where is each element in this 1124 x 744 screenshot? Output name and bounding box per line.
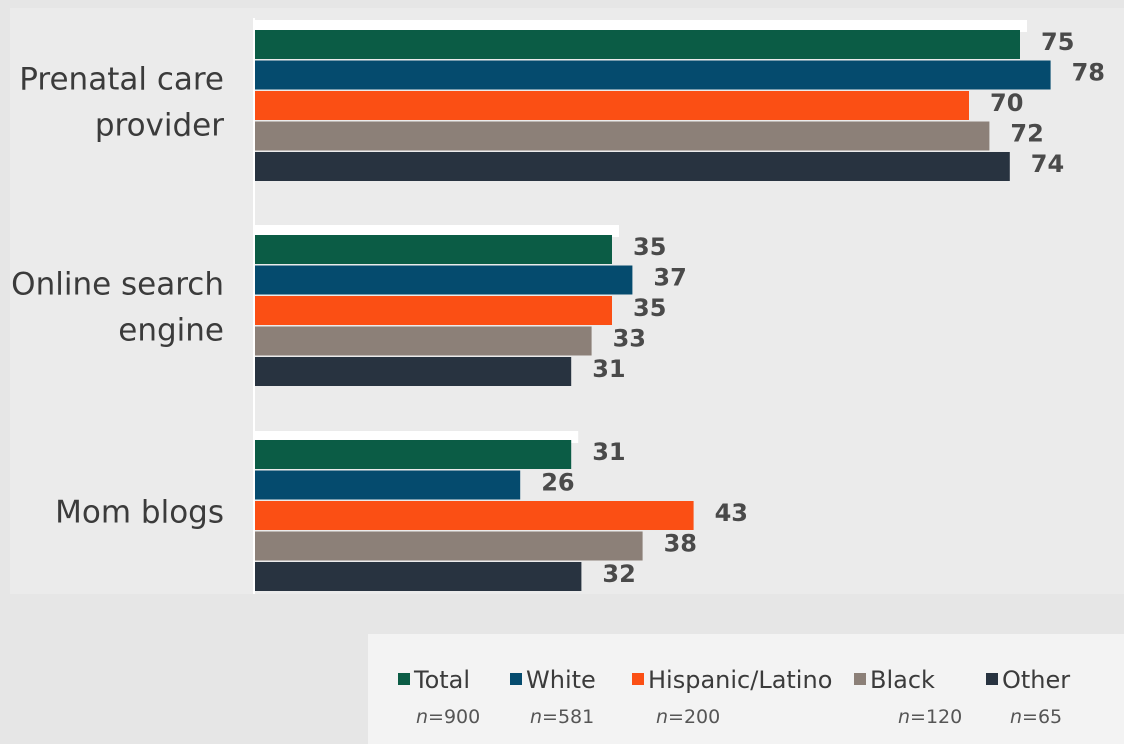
legend-item: White bbox=[510, 666, 596, 694]
legend-swatch bbox=[632, 672, 644, 685]
bar-hispanic-latino bbox=[255, 296, 612, 325]
legend-item: Black bbox=[854, 666, 935, 694]
legend-sample-size: n=65 bbox=[1010, 706, 1063, 728]
data-label: 26 bbox=[541, 469, 574, 497]
legend-item: Other bbox=[986, 666, 1070, 694]
legend-label: Other bbox=[1002, 666, 1071, 694]
data-label: 31 bbox=[592, 438, 625, 466]
bar-hispanic-latino bbox=[255, 501, 694, 530]
bar-white bbox=[255, 265, 633, 295]
bar-black bbox=[255, 326, 592, 356]
legend-label: Black bbox=[870, 666, 935, 694]
bar-white bbox=[255, 60, 1051, 90]
bar-black bbox=[255, 531, 643, 561]
bar-other bbox=[255, 357, 572, 386]
legend-sample-size: n=200 bbox=[656, 706, 721, 728]
legend-label: Total bbox=[414, 666, 471, 694]
legend-label: White bbox=[526, 666, 596, 694]
legend-swatch bbox=[986, 672, 998, 685]
data-label: 43 bbox=[715, 499, 748, 527]
data-label: 38 bbox=[664, 530, 697, 558]
data-label: 72 bbox=[1010, 120, 1043, 148]
category-label: Prenatal care provider bbox=[19, 62, 224, 144]
legend-label: Hispanic/Latino bbox=[648, 666, 833, 694]
bar-other bbox=[255, 152, 1010, 181]
legend-swatch bbox=[854, 672, 866, 685]
legend-item: Hispanic/Latino bbox=[632, 666, 832, 694]
bar-total bbox=[255, 440, 572, 469]
legend-sample-size: n=900 bbox=[416, 706, 481, 728]
group-backdrop bbox=[254, 20, 1027, 32]
bar-black bbox=[255, 121, 990, 151]
bar-hispanic-latino bbox=[255, 91, 969, 120]
bar-white bbox=[255, 470, 521, 500]
bar-other bbox=[255, 562, 582, 591]
group-backdrop bbox=[254, 225, 619, 237]
legend-sample-size: n=120 bbox=[898, 706, 963, 728]
bar-total bbox=[255, 235, 612, 264]
legend-swatch bbox=[510, 672, 522, 685]
data-label: 31 bbox=[592, 355, 625, 383]
legend-swatch bbox=[398, 672, 410, 685]
legend-item: Total bbox=[398, 666, 470, 694]
data-label: 35 bbox=[633, 233, 666, 261]
data-label: 70 bbox=[990, 89, 1023, 117]
data-label: 75 bbox=[1041, 28, 1074, 56]
data-label: 33 bbox=[613, 325, 646, 353]
category-label: Online search engine bbox=[11, 267, 224, 349]
data-label: 78 bbox=[1072, 59, 1105, 87]
category-label: Mom blogs bbox=[55, 495, 224, 531]
bar-total bbox=[255, 30, 1020, 59]
legend-panel bbox=[368, 634, 1124, 744]
data-label: 32 bbox=[602, 560, 635, 588]
legend-sample-size: n=581 bbox=[530, 706, 595, 728]
data-label: 37 bbox=[653, 264, 686, 292]
data-label: 35 bbox=[633, 294, 666, 322]
data-label: 74 bbox=[1031, 150, 1064, 178]
